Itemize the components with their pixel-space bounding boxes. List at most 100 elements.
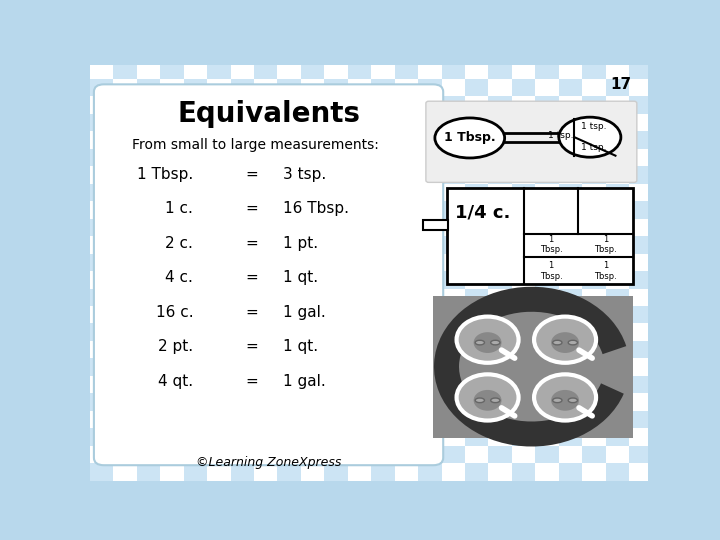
Bar xyxy=(66,516,90,533)
Bar xyxy=(0,184,19,201)
Bar xyxy=(254,184,277,201)
Bar xyxy=(465,271,488,288)
Bar xyxy=(372,62,395,79)
Bar xyxy=(161,184,184,201)
Bar xyxy=(652,236,676,254)
Bar xyxy=(676,254,699,271)
Bar xyxy=(43,26,66,44)
Bar xyxy=(606,9,629,26)
Bar xyxy=(348,97,372,114)
Bar xyxy=(324,219,348,236)
Bar xyxy=(114,533,137,540)
Bar xyxy=(372,359,395,376)
Bar xyxy=(465,323,488,341)
Bar xyxy=(324,463,348,481)
Bar xyxy=(372,306,395,323)
Text: 1 c.: 1 c. xyxy=(166,201,193,216)
Bar xyxy=(184,481,207,498)
Bar xyxy=(66,236,90,254)
Text: Equivalents: Equivalents xyxy=(177,100,360,128)
Bar xyxy=(652,62,676,79)
Bar xyxy=(324,149,348,166)
Bar xyxy=(114,184,137,201)
Bar xyxy=(161,44,184,62)
Bar xyxy=(254,131,277,149)
Bar xyxy=(161,341,184,359)
Bar xyxy=(441,44,465,62)
Bar xyxy=(137,166,161,184)
Bar xyxy=(559,376,582,393)
Bar xyxy=(676,79,699,97)
Text: =: = xyxy=(246,305,258,320)
Bar xyxy=(90,498,114,516)
Bar xyxy=(465,376,488,393)
Bar xyxy=(43,97,66,114)
Bar xyxy=(0,498,19,516)
Bar xyxy=(582,393,606,411)
Bar xyxy=(161,131,184,149)
Bar xyxy=(137,463,161,481)
Bar xyxy=(512,533,535,540)
Bar xyxy=(606,516,629,533)
Bar xyxy=(441,411,465,428)
Bar xyxy=(184,97,207,114)
Bar xyxy=(254,516,277,533)
Bar xyxy=(372,393,395,411)
Bar xyxy=(372,463,395,481)
Bar xyxy=(301,201,324,219)
Bar xyxy=(230,516,254,533)
Bar xyxy=(418,131,441,149)
Bar xyxy=(629,271,652,288)
Bar xyxy=(652,149,676,166)
Bar xyxy=(137,0,161,9)
Bar xyxy=(582,411,606,428)
Bar xyxy=(43,446,66,463)
Bar xyxy=(90,463,114,481)
Bar xyxy=(161,393,184,411)
Bar xyxy=(512,288,535,306)
Bar xyxy=(652,114,676,131)
Bar xyxy=(254,254,277,271)
Bar xyxy=(559,498,582,516)
Bar xyxy=(230,201,254,219)
Bar xyxy=(0,533,19,540)
Bar xyxy=(441,9,465,26)
Bar xyxy=(441,323,465,341)
Bar xyxy=(114,9,137,26)
Bar xyxy=(43,341,66,359)
Bar xyxy=(559,0,582,9)
Bar xyxy=(488,411,512,428)
Bar xyxy=(512,9,535,26)
Bar xyxy=(207,516,230,533)
Bar xyxy=(43,149,66,166)
Bar xyxy=(372,97,395,114)
Bar xyxy=(395,97,418,114)
Bar xyxy=(372,184,395,201)
Bar xyxy=(137,306,161,323)
Bar xyxy=(207,44,230,62)
Bar xyxy=(254,393,277,411)
Bar xyxy=(676,114,699,131)
Bar xyxy=(230,446,254,463)
Bar xyxy=(19,131,43,149)
Bar xyxy=(137,114,161,131)
Bar xyxy=(512,393,535,411)
Bar xyxy=(372,481,395,498)
Bar xyxy=(535,131,559,149)
Bar xyxy=(19,341,43,359)
Text: =: = xyxy=(246,270,258,285)
Bar xyxy=(418,184,441,201)
Bar xyxy=(559,149,582,166)
Bar xyxy=(277,254,301,271)
Bar xyxy=(676,184,699,201)
Bar xyxy=(676,323,699,341)
Bar xyxy=(301,288,324,306)
Bar xyxy=(137,26,161,44)
Bar xyxy=(488,288,512,306)
Bar xyxy=(606,271,629,288)
Bar xyxy=(418,166,441,184)
Bar xyxy=(348,236,372,254)
Bar xyxy=(0,9,19,26)
Bar xyxy=(699,498,720,516)
Bar xyxy=(348,0,372,9)
